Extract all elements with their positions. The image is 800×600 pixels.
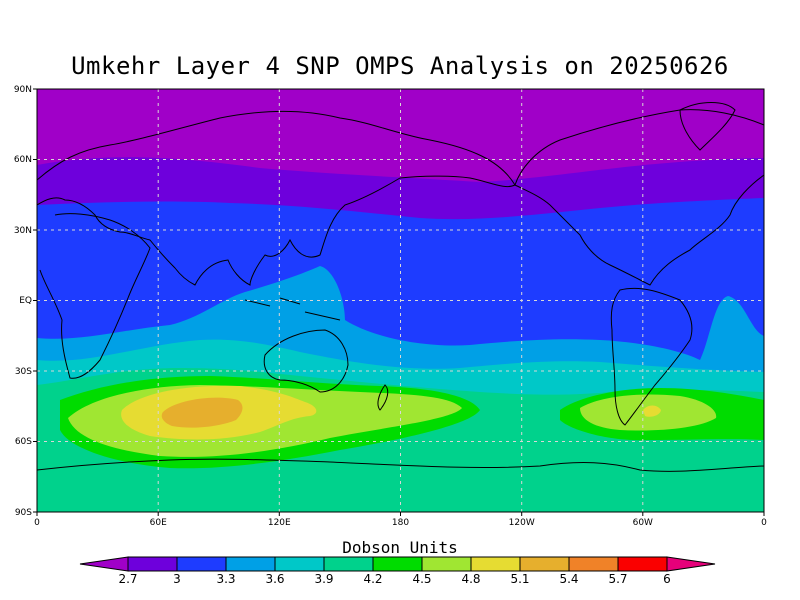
colorbar-tick-label: 5.4 bbox=[559, 572, 578, 586]
colorbar-swatch bbox=[323, 556, 374, 572]
axis-ticks bbox=[33, 88, 765, 516]
band-5.4 bbox=[161, 397, 243, 428]
colorbar-tick-label: 5.7 bbox=[608, 572, 627, 586]
lon-label-120w: 120W bbox=[509, 518, 535, 528]
colorbar-tick-label: 3 bbox=[173, 572, 181, 586]
colorbar-swatch bbox=[225, 556, 276, 572]
colorbar-swatch bbox=[372, 556, 423, 572]
graticule bbox=[37, 89, 764, 512]
colorbar-swatch bbox=[470, 556, 521, 572]
colorbar-swatch-high bbox=[666, 556, 716, 572]
colorbar-swatch bbox=[519, 556, 570, 572]
colorbar-swatch bbox=[617, 556, 668, 572]
contour-bands bbox=[37, 89, 764, 512]
lat-label-90n: 90N bbox=[14, 85, 32, 95]
lon-label-60w: 60W bbox=[633, 518, 653, 528]
colorbar-swatch bbox=[274, 556, 325, 572]
colorbar-tick-label: 5.1 bbox=[510, 572, 529, 586]
colorbar-tick-label: 6 bbox=[663, 572, 671, 586]
lat-label-90s: 90S bbox=[15, 508, 32, 518]
colorbar-tick-label: 3.9 bbox=[314, 572, 333, 586]
colorbar-swatch bbox=[568, 556, 619, 572]
colorbar-swatch bbox=[176, 556, 227, 572]
lon-label-60e: 60E bbox=[150, 518, 167, 528]
lon-label-120e: 120E bbox=[268, 518, 291, 528]
colorbar-swatch bbox=[127, 556, 178, 572]
colorbar-tick-label: 4.5 bbox=[412, 572, 431, 586]
colorbar-swatch-low bbox=[79, 556, 129, 572]
lat-label-30n: 30N bbox=[14, 226, 32, 236]
band-5.1 bbox=[121, 385, 661, 440]
colorbar-title: Dobson Units bbox=[342, 538, 458, 557]
colorbar-tick-label: 4.2 bbox=[363, 572, 382, 586]
colorbar-tick-label: 3.6 bbox=[265, 572, 284, 586]
colorbar-swatch bbox=[421, 556, 472, 572]
colorbar-tick-label: 3.3 bbox=[216, 572, 235, 586]
lat-label-eq: EQ bbox=[19, 296, 32, 306]
lon-label-180: 180 bbox=[392, 518, 409, 528]
map-title: Umkehr Layer 4 SNP OMPS Analysis on 2025… bbox=[71, 52, 729, 80]
colorbar: 2.7 3 3.3 3.6 3.9 4.2 4.5 4.8 5.1 5.4 5.7 6 bbox=[79, 556, 716, 586]
lon-label-0: 0 bbox=[34, 518, 40, 528]
lon-label-0-east: 0 bbox=[761, 518, 767, 528]
lat-label-60s: 60S bbox=[15, 437, 32, 447]
lat-label-30s: 30S bbox=[15, 367, 32, 377]
lat-label-60n: 60N bbox=[14, 155, 32, 165]
colorbar-tick-label: 4.8 bbox=[461, 572, 480, 586]
colorbar-tick-label: 2.7 bbox=[118, 572, 137, 586]
